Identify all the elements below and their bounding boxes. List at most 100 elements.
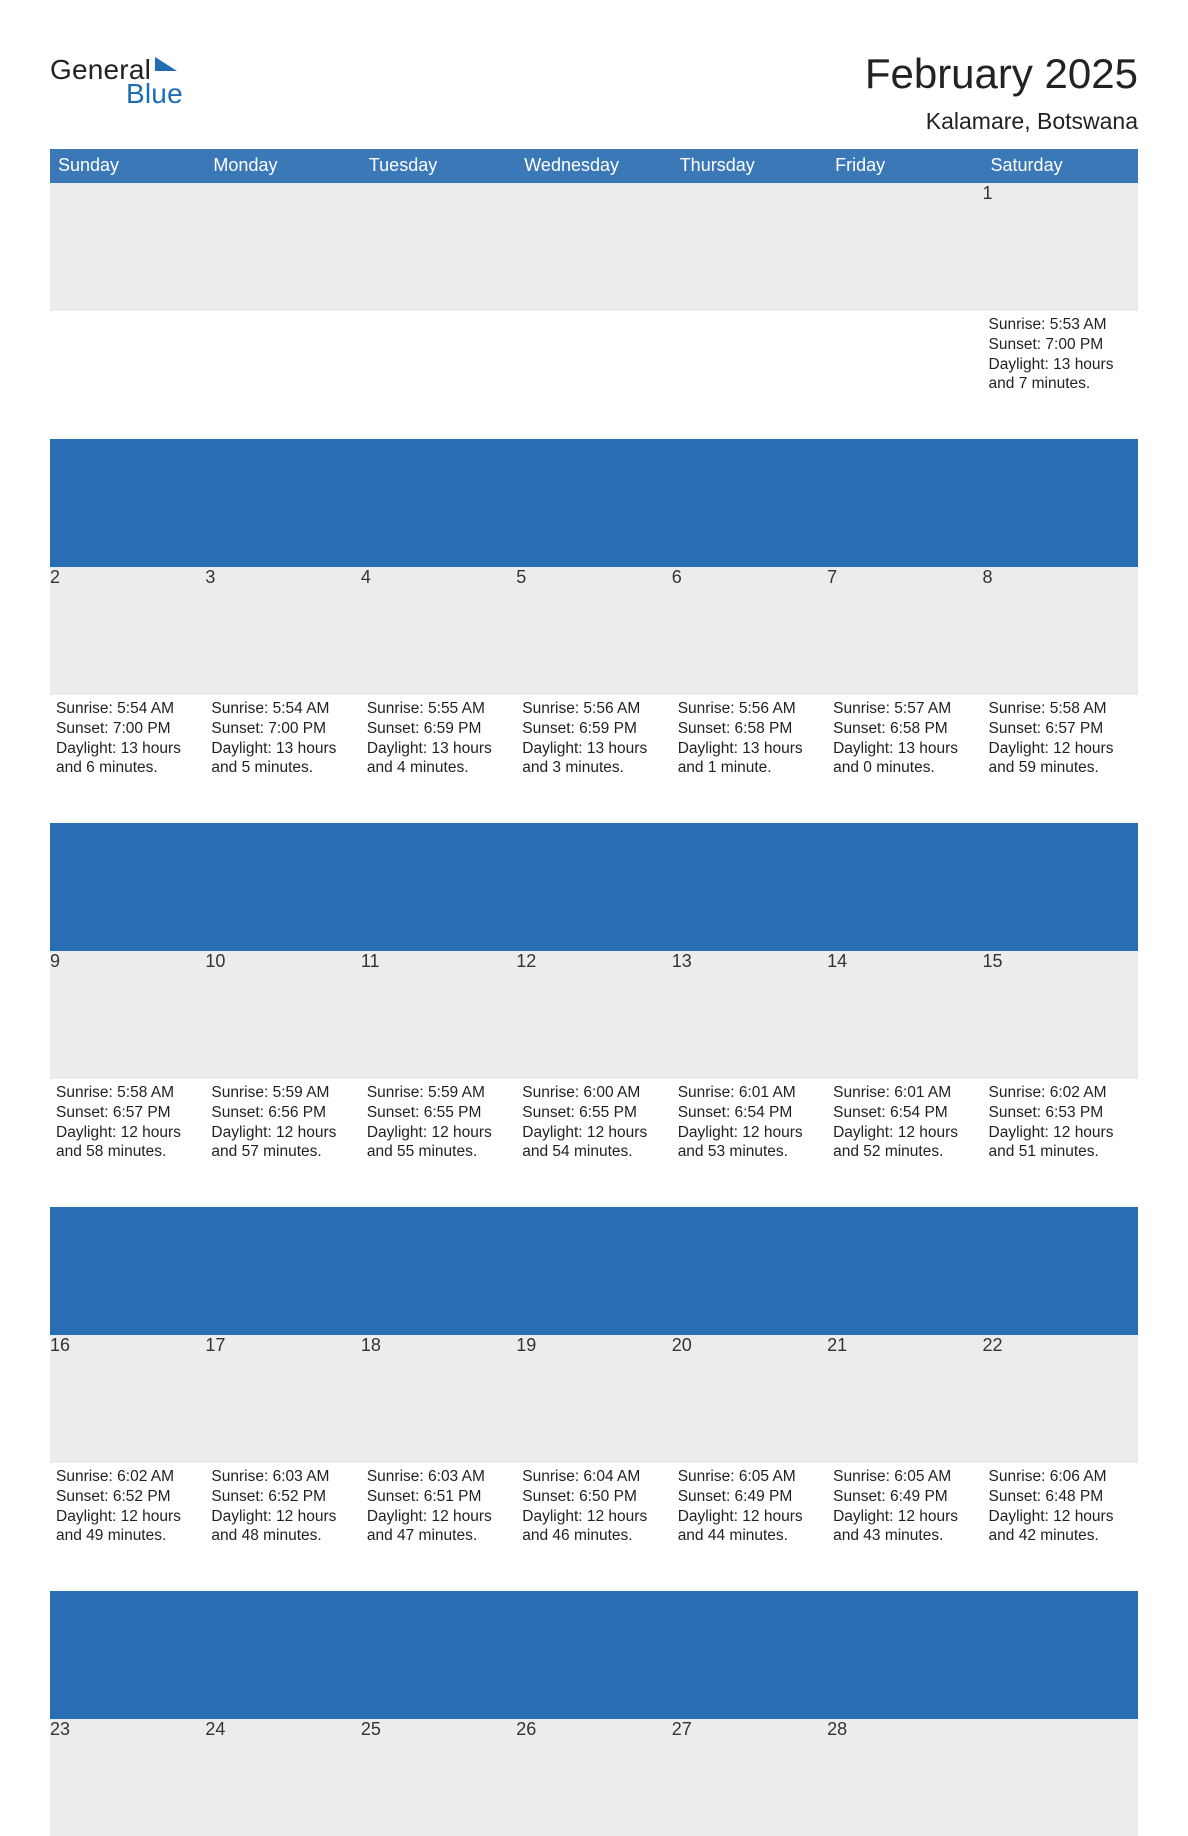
title-block: February 2025 Kalamare, Botswana: [50, 50, 1138, 135]
day-cell: Sunrise: 5:58 AMSunset: 6:57 PMDaylight:…: [50, 1079, 205, 1207]
sunrise-line: Sunrise: 5:53 AM: [989, 315, 1132, 335]
day-cell: [827, 311, 982, 439]
day-number-cell: 19: [516, 1335, 671, 1463]
weekday-header: Monday: [205, 149, 360, 183]
day-number: 7: [827, 567, 837, 587]
sunrise-line: Sunrise: 6:05 AM: [678, 1467, 821, 1487]
daylight-line: Daylight: 12 hours and 47 minutes.: [367, 1507, 510, 1547]
day-number: 22: [983, 1335, 1003, 1355]
day-cell: Sunrise: 6:06 AMSunset: 6:48 PMDaylight:…: [983, 1463, 1138, 1591]
day-number: 19: [516, 1335, 536, 1355]
day-number: 4: [361, 567, 371, 587]
day-number-cell: 1: [983, 183, 1138, 311]
day-content-row: Sunrise: 5:54 AMSunset: 7:00 PMDaylight:…: [50, 695, 1138, 823]
day-details: Sunrise: 5:58 AMSunset: 6:57 PMDaylight:…: [983, 695, 1138, 778]
calendar-page: General Blue February 2025 Kalamare, Bot…: [0, 0, 1188, 1836]
day-number: 16: [50, 1335, 70, 1355]
day-cell: Sunrise: 6:02 AMSunset: 6:53 PMDaylight:…: [983, 1079, 1138, 1207]
weekday-header: Wednesday: [516, 149, 671, 183]
day-cell: Sunrise: 6:03 AMSunset: 6:51 PMDaylight:…: [361, 1463, 516, 1591]
day-details: Sunrise: 6:02 AMSunset: 6:53 PMDaylight:…: [983, 1079, 1138, 1162]
sunset-line: Sunset: 6:59 PM: [367, 719, 510, 739]
day-number-cell: [827, 183, 982, 311]
sunset-line: Sunset: 6:53 PM: [989, 1103, 1132, 1123]
day-details: Sunrise: 6:01 AMSunset: 6:54 PMDaylight:…: [827, 1079, 982, 1162]
day-number-cell: 14: [827, 951, 982, 1079]
day-number: 8: [983, 567, 993, 587]
sunrise-line: Sunrise: 6:06 AM: [989, 1467, 1132, 1487]
day-details: Sunrise: 5:57 AMSunset: 6:58 PMDaylight:…: [827, 695, 982, 778]
day-cell: Sunrise: 5:54 AMSunset: 7:00 PMDaylight:…: [50, 695, 205, 823]
sunset-line: Sunset: 6:57 PM: [56, 1103, 199, 1123]
day-details: Sunrise: 6:01 AMSunset: 6:54 PMDaylight:…: [672, 1079, 827, 1162]
daylight-line: Daylight: 13 hours and 0 minutes.: [833, 739, 976, 779]
day-details: Sunrise: 6:04 AMSunset: 6:50 PMDaylight:…: [516, 1463, 671, 1546]
day-number-cell: 10: [205, 951, 360, 1079]
day-number-cell: 15: [983, 951, 1138, 1079]
day-number-cell: 28: [827, 1719, 982, 1836]
daylight-line: Daylight: 13 hours and 3 minutes.: [522, 739, 665, 779]
day-number: 18: [361, 1335, 381, 1355]
day-cell: Sunrise: 6:05 AMSunset: 6:49 PMDaylight:…: [827, 1463, 982, 1591]
day-cell: [205, 311, 360, 439]
page-title: February 2025: [50, 50, 1138, 98]
day-number: 9: [50, 951, 60, 971]
day-number-cell: 7: [827, 567, 982, 695]
day-number-cell: [50, 183, 205, 311]
daylight-line: Daylight: 12 hours and 55 minutes.: [367, 1123, 510, 1163]
day-cell: Sunrise: 5:55 AMSunset: 6:59 PMDaylight:…: [361, 695, 516, 823]
day-number: 24: [205, 1719, 225, 1739]
sunset-line: Sunset: 6:49 PM: [678, 1487, 821, 1507]
sunset-line: Sunset: 6:58 PM: [833, 719, 976, 739]
sunrise-line: Sunrise: 5:55 AM: [367, 699, 510, 719]
day-details: Sunrise: 5:56 AMSunset: 6:59 PMDaylight:…: [516, 695, 671, 778]
logo-triangle-icon: [155, 57, 177, 71]
daylight-line: Daylight: 13 hours and 5 minutes.: [211, 739, 354, 779]
day-details: Sunrise: 6:00 AMSunset: 6:55 PMDaylight:…: [516, 1079, 671, 1162]
sunset-line: Sunset: 6:51 PM: [367, 1487, 510, 1507]
day-number: 13: [672, 951, 692, 971]
day-details: Sunrise: 5:58 AMSunset: 6:57 PMDaylight:…: [50, 1079, 205, 1162]
day-number: 1: [983, 183, 993, 203]
day-details: Sunrise: 6:02 AMSunset: 6:52 PMDaylight:…: [50, 1463, 205, 1546]
sunrise-line: Sunrise: 6:00 AM: [522, 1083, 665, 1103]
daylight-line: Daylight: 13 hours and 7 minutes.: [989, 355, 1132, 395]
day-cell: Sunrise: 5:59 AMSunset: 6:56 PMDaylight:…: [205, 1079, 360, 1207]
day-details: Sunrise: 5:55 AMSunset: 6:59 PMDaylight:…: [361, 695, 516, 778]
sunset-line: Sunset: 6:55 PM: [367, 1103, 510, 1123]
sunset-line: Sunset: 6:55 PM: [522, 1103, 665, 1123]
day-number: 2: [50, 567, 60, 587]
sunrise-line: Sunrise: 6:03 AM: [211, 1467, 354, 1487]
day-number-cell: 9: [50, 951, 205, 1079]
week-separator: [50, 439, 1138, 567]
day-number-cell: 12: [516, 951, 671, 1079]
day-number-cell: [205, 183, 360, 311]
day-details: Sunrise: 6:05 AMSunset: 6:49 PMDaylight:…: [672, 1463, 827, 1546]
day-number-row: 232425262728: [50, 1719, 1138, 1836]
daylight-line: Daylight: 13 hours and 6 minutes.: [56, 739, 199, 779]
week-separator: [50, 823, 1138, 951]
daylight-line: Daylight: 12 hours and 44 minutes.: [678, 1507, 821, 1547]
calendar-body: 1 Sunrise: 5:53 AMSunset: 7:00 PMDaylight…: [50, 183, 1138, 1836]
day-details: Sunrise: 5:53 AMSunset: 7:00 PMDaylight:…: [983, 311, 1138, 394]
day-number: 17: [205, 1335, 225, 1355]
daylight-line: Daylight: 13 hours and 1 minute.: [678, 739, 821, 779]
day-cell: Sunrise: 5:54 AMSunset: 7:00 PMDaylight:…: [205, 695, 360, 823]
day-number: 15: [983, 951, 1003, 971]
weekday-header: Friday: [827, 149, 982, 183]
day-cell: Sunrise: 6:04 AMSunset: 6:50 PMDaylight:…: [516, 1463, 671, 1591]
day-content-row: Sunrise: 5:58 AMSunset: 6:57 PMDaylight:…: [50, 1079, 1138, 1207]
sunrise-line: Sunrise: 6:04 AM: [522, 1467, 665, 1487]
weekday-header: Thursday: [672, 149, 827, 183]
sunrise-line: Sunrise: 5:54 AM: [211, 699, 354, 719]
day-cell: Sunrise: 6:01 AMSunset: 6:54 PMDaylight:…: [672, 1079, 827, 1207]
day-number: 27: [672, 1719, 692, 1739]
sunrise-line: Sunrise: 6:02 AM: [989, 1083, 1132, 1103]
day-cell: Sunrise: 5:58 AMSunset: 6:57 PMDaylight:…: [983, 695, 1138, 823]
day-number: 20: [672, 1335, 692, 1355]
daylight-line: Daylight: 12 hours and 54 minutes.: [522, 1123, 665, 1163]
calendar-table: Sunday Monday Tuesday Wednesday Thursday…: [50, 149, 1138, 1836]
daylight-line: Daylight: 12 hours and 42 minutes.: [989, 1507, 1132, 1547]
sunrise-line: Sunrise: 5:56 AM: [522, 699, 665, 719]
day-number-cell: 6: [672, 567, 827, 695]
